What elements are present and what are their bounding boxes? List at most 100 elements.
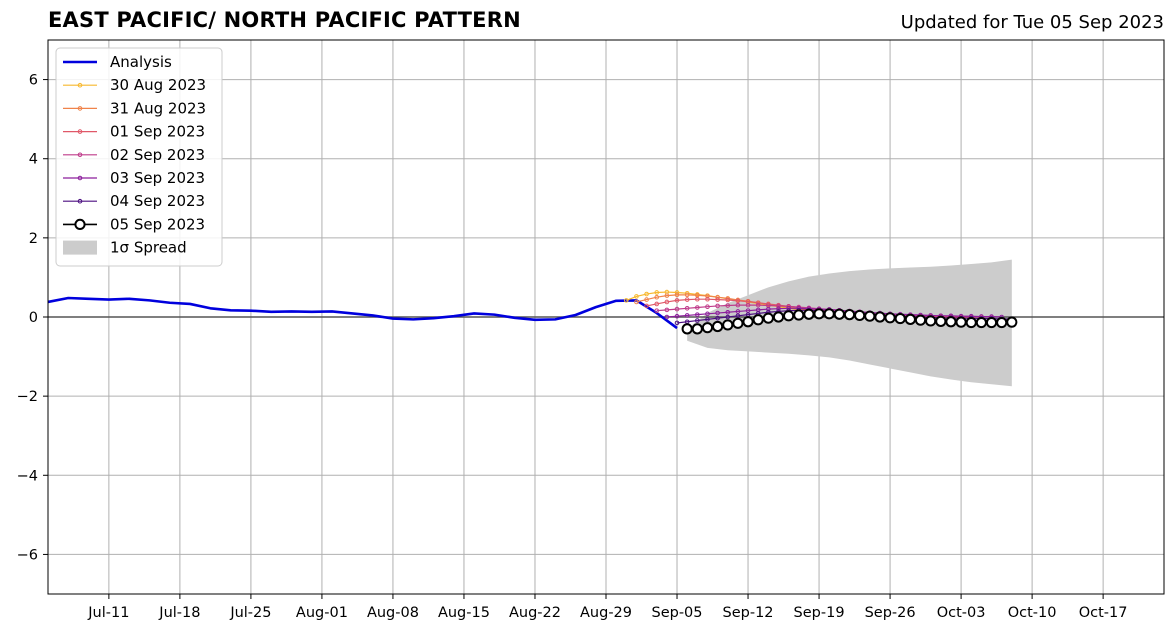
y-tick-label: 2 (29, 231, 38, 247)
legend-label: 04 Sep 2023 (110, 192, 205, 210)
forecast-point (823, 308, 835, 320)
forecast-point (623, 298, 629, 303)
legend: Analysis 30 Aug 2023 31 Aug 2023 01 Sep 202… (55, 47, 223, 267)
y-tick-label: −4 (17, 468, 38, 484)
legend-label: 05 Sep 2023 (110, 215, 205, 233)
forecast-point (745, 302, 751, 308)
legend-entry: 1σ Spread (63, 239, 187, 257)
y-tick-label: 4 (29, 152, 38, 168)
forecast-point (735, 302, 741, 308)
x-tick-label: Aug-01 (296, 605, 348, 621)
forecast-point (725, 303, 731, 308)
x-tick-label: Oct-03 (937, 605, 986, 621)
forecast-point (712, 320, 724, 333)
forecast-line (666, 307, 1002, 318)
forecast-point (695, 312, 700, 317)
forecast-point (752, 314, 764, 326)
forecast-point (762, 312, 774, 324)
forecast-point (664, 299, 670, 305)
legend-label: 1σ Spread (110, 239, 187, 257)
forecast-point (695, 318, 700, 323)
forecast-point (674, 313, 680, 319)
forecast-point (742, 316, 754, 328)
forecast-point (1006, 316, 1018, 328)
forecast-point (735, 309, 741, 314)
forecast-point (996, 316, 1008, 329)
legend-marker (77, 175, 83, 181)
forecast-05-sep-2023 (681, 308, 1018, 335)
forecast-point (772, 311, 785, 323)
legend-entry: 01 Sep 2023 (63, 123, 205, 141)
forecast-point (783, 310, 795, 322)
legend-label: 30 Aug 2023 (110, 76, 206, 94)
x-tick-label: Aug-22 (509, 605, 561, 621)
forecast-point (925, 315, 937, 327)
x-tick-label: Sep-05 (652, 605, 703, 621)
forecast-point (654, 308, 660, 313)
forecast-point (681, 323, 693, 335)
chart-title: EAST PACIFIC/ NORTH PACIFIC PATTERN (48, 8, 521, 32)
y-tick-label: 0 (29, 310, 38, 326)
forecast-point (684, 313, 690, 318)
forecast-point (664, 307, 670, 313)
forecast-point (664, 314, 670, 320)
analysis-line (47, 296, 678, 330)
forecast-point (935, 315, 947, 327)
updated-date-label: Updated for Tue 05 Sep 2023 (900, 12, 1164, 33)
forecast-point (975, 316, 987, 329)
forecast-point (793, 309, 805, 321)
legend-label: 01 Sep 2023 (110, 123, 205, 141)
forecast-point (776, 306, 781, 311)
forecast-series (623, 289, 1018, 335)
x-tick-label: Sep-19 (794, 605, 845, 621)
spread-area (687, 259, 1012, 387)
legend-entry: 31 Aug 2023 (63, 99, 206, 117)
x-tick-label: Jul-18 (158, 605, 200, 621)
legend-entry: 05 Sep 2023 (63, 215, 205, 233)
y-tick-label: −2 (17, 389, 38, 405)
forecast-point (684, 305, 690, 311)
x-tick-label: Sep-26 (865, 605, 916, 621)
legend-marker (77, 82, 83, 88)
x-tick-label: Jul-11 (87, 605, 129, 621)
legend-entry: 02 Sep 2023 (63, 146, 205, 164)
forecast-point (864, 310, 876, 322)
y-axis: −6 −4 −2 0 2 4 6 (17, 73, 48, 563)
forecast-point (965, 316, 977, 329)
forecast-point (654, 290, 660, 295)
forecast-point (654, 294, 660, 300)
forecast-point (725, 309, 731, 315)
forecast-point (776, 303, 781, 309)
forecast-point (874, 311, 886, 323)
forecast-point (674, 292, 680, 298)
forecast-point (803, 308, 815, 320)
forecast-point (691, 323, 703, 335)
legend-marker (77, 106, 83, 111)
forecast-point (695, 305, 700, 310)
forecast-point (854, 309, 866, 322)
forecast-point (634, 299, 639, 305)
x-tick-label: Oct-17 (1079, 605, 1128, 621)
forecast-point (715, 310, 720, 316)
y-tick-label: 6 (29, 73, 38, 89)
forecast-point (705, 317, 710, 322)
forecast-point (715, 297, 720, 302)
x-axis: Jul-11 Jul-18 Jul-25 Aug-01 Aug-08 Aug-15 Aug-… (87, 594, 1128, 621)
legend-entry: 04 Sep 2023 (63, 192, 205, 210)
forecast-point (735, 298, 741, 304)
forecast-point (735, 313, 741, 319)
forecast-point (904, 313, 916, 325)
spread-band (687, 259, 1012, 387)
forecast-point (732, 317, 744, 329)
forecast-point (843, 309, 856, 321)
forecast-point (725, 314, 731, 320)
forecast-point (715, 303, 720, 309)
legend-entry: Analysis (63, 53, 172, 71)
forecast-point (674, 320, 680, 326)
legend-swatch (63, 240, 97, 255)
legend-label: 03 Sep 2023 (110, 169, 205, 187)
forecast-point (701, 322, 714, 334)
forecast-point (945, 316, 957, 328)
forecast-point (705, 296, 710, 302)
forecast-point (684, 292, 690, 298)
